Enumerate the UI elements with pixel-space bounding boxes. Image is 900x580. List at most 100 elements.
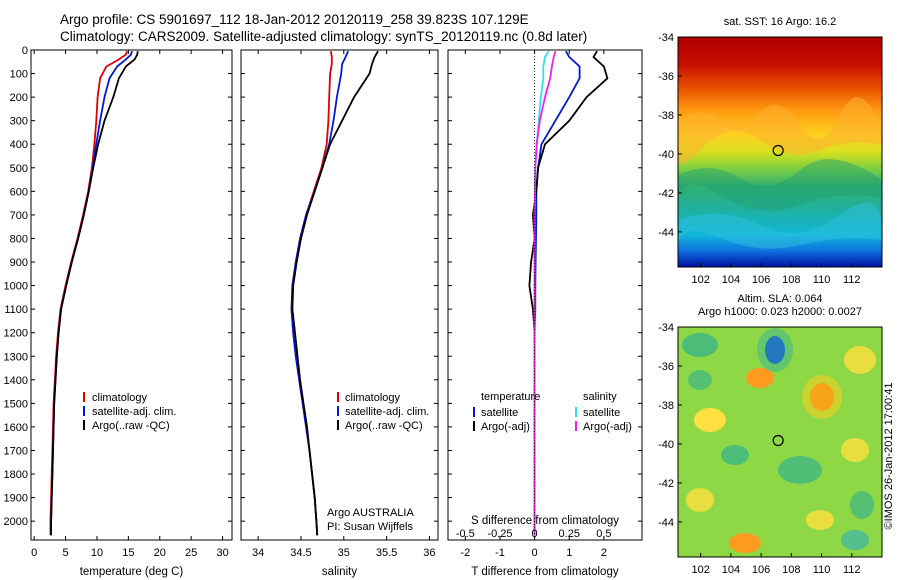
x-tick-label: 20 (154, 547, 166, 559)
x-axis-label: T difference from climatology (471, 566, 618, 578)
x-tick-label: -2 (460, 547, 470, 559)
s-tick-label: 0 (532, 528, 538, 540)
sst-argo-marker (772, 144, 784, 157)
sst-map-panel: sat. SST: 16 Argo: 16.2 102 104 106 108 110 1… (658, 16, 883, 286)
y-tick-label: 1200 (4, 328, 28, 340)
x-tick-label: 34 (252, 547, 264, 559)
s-tick-label: -0.25 (487, 528, 512, 540)
map-x-tick-label: 112 (843, 564, 861, 576)
map-y-tick-label: -34 (658, 322, 674, 334)
y-tick-label: 2000 (4, 516, 28, 528)
s-difference-label: S difference from climatology (471, 515, 619, 527)
map-y-tick-label: -40 (658, 149, 674, 161)
series-line (49, 50, 128, 536)
legend-label: Argo(-adj) (481, 421, 530, 433)
series-line (528, 50, 609, 536)
x-tick-label: 36 (423, 547, 435, 559)
legend-title-salinity: salinity (583, 391, 617, 403)
x-tick-label: 34.5 (290, 547, 311, 559)
x-tick-label: 2 (601, 547, 607, 559)
x-tick-label: 10 (91, 547, 103, 559)
map-y-tick-label: -34 (658, 32, 674, 44)
y-tick-label: 1900 (4, 493, 28, 505)
map-x-tick-label: 112 (843, 274, 861, 286)
x-axis-label: salinity (322, 566, 357, 578)
sla-map-panel: Altim. SLA: 0.064 Argo h1000: 0.023 h200… (658, 293, 883, 576)
y-tick-label: 900 (10, 257, 28, 269)
legend-label: satellite (583, 407, 620, 419)
x-axis-label: temperature (deg C) (80, 566, 184, 578)
y-tick-label: 1600 (4, 422, 28, 434)
y-tick-label: 300 (10, 116, 28, 128)
sla-texture (682, 328, 876, 553)
x-tick-label: 30 (216, 547, 228, 559)
y-tick-label: 700 (10, 210, 28, 222)
legend-label: satellite (481, 407, 518, 419)
salinity-annotation: Argo AUSTRALIA (327, 507, 414, 519)
map-y-tick-label: -36 (658, 361, 674, 373)
figure-title-line2: Climatology: CARS2009. Satellite-adjuste… (60, 29, 588, 44)
y-tick-label: 800 (10, 233, 28, 245)
map-y-tick-label: -38 (658, 110, 674, 122)
map-x-tick-label: 104 (722, 564, 740, 576)
difference-axes-frame (447, 49, 643, 541)
map-y-tick-label: -42 (658, 188, 674, 200)
x-tick-label: -1 (495, 547, 505, 559)
s-tick-label: 0.5 (596, 528, 611, 540)
y-tick-label: 1500 (4, 398, 28, 410)
salinity-axes-frame (240, 49, 439, 541)
series-line (291, 50, 379, 536)
legend-label: satellite-adj. clim. (345, 406, 429, 418)
x-tick-label: 35.5 (376, 547, 397, 559)
series-line (50, 51, 139, 536)
map-x-tick-label: 108 (782, 564, 800, 576)
y-tick-label: 1800 (4, 469, 28, 481)
map-x-tick-label: 104 (722, 274, 740, 286)
map-x-tick-label: 106 (752, 564, 770, 576)
legend-label: climatology (92, 392, 148, 404)
x-tick-label: 0 (532, 547, 538, 559)
map-x-tick-label: 110 (813, 274, 831, 286)
y-tick-label: 600 (10, 186, 28, 198)
series-line (533, 50, 550, 536)
y-tick-label: 1300 (4, 351, 28, 363)
map-y-tick-label: -38 (658, 400, 674, 412)
y-tick-label: 1100 (4, 304, 28, 316)
figure-title-line1: Argo profile: CS 5901697_112 18-Jan-2012… (60, 12, 529, 27)
x-tick-label: 5 (62, 547, 68, 559)
map-x-tick-label: 108 (782, 274, 800, 286)
map-y-tick-label: -42 (658, 478, 674, 490)
legend-label: Argo(..raw -QC) (92, 420, 170, 432)
map-x-tick-label: 102 (691, 274, 709, 286)
map-y-tick-label: -36 (658, 71, 674, 83)
x-tick-label: 35 (338, 547, 350, 559)
map-x-tick-label: 106 (752, 274, 770, 286)
x-tick-label: 1 (566, 547, 572, 559)
x-tick-label: 0 (31, 547, 37, 559)
map-x-tick-label: 110 (813, 564, 831, 576)
sst-map-title: sat. SST: 16 Argo: 16.2 (724, 16, 837, 28)
salinity-annotation: PI: Susan Wijffels (327, 521, 413, 533)
legend-label: satellite-adj. clim. (92, 406, 176, 418)
x-tick-label: 15 (122, 547, 134, 559)
sla-map-title-line1: Altim. SLA: 0.064 (738, 293, 823, 305)
y-tick-label: 200 (10, 92, 28, 104)
map-y-tick-label: -44 (658, 227, 674, 239)
map-x-tick-label: 102 (691, 564, 709, 576)
legend-label: Argo(..raw -QC) (345, 420, 423, 432)
y-tick-label: 100 (10, 69, 28, 81)
map-y-tick-label: -40 (658, 439, 674, 451)
temperature-panel: 0100200300400500600700800900100011001200… (4, 45, 232, 578)
difference-panel: -2 -1 0 1 2 T difference from climatology -0.5… (448, 49, 642, 578)
y-tick-label: 400 (10, 139, 28, 151)
s-tick-label: -0.5 (456, 528, 475, 540)
y-tick-label: 0 (22, 45, 28, 57)
series-line (533, 50, 581, 536)
y-tick-label: 1000 (4, 281, 28, 293)
legend-title-temperature: temperature (481, 391, 540, 403)
y-tick-label: 1700 (4, 445, 28, 457)
salinity-panel: 34 34.5 35 35.5 36 salinity climatology satelli… (241, 49, 438, 578)
legend-label: Argo(-adj) (583, 421, 632, 433)
y-tick-label: 1400 (4, 375, 28, 387)
